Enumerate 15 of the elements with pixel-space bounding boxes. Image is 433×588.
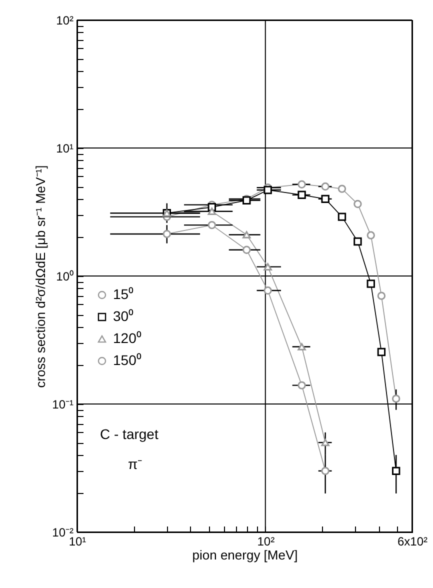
- y-axis-title: cross section d²σ/dΩdE [μb sr⁻¹ MeV⁻¹]: [33, 165, 48, 388]
- legend-label: 150⁰: [113, 352, 142, 368]
- legend-label: 30⁰: [113, 308, 134, 324]
- y-tick-label: 10¹: [56, 142, 74, 156]
- y-tick-label: 10⁰: [56, 270, 74, 284]
- y-tick-label: 10²: [56, 14, 74, 28]
- annotation: C - target: [100, 426, 158, 442]
- x-tick-label: 10²: [257, 534, 275, 548]
- y-tick-label: 10⁻¹: [52, 398, 74, 412]
- x-axis-title: pion energy [MeV]: [192, 548, 298, 562]
- legend-label: 120⁰: [113, 330, 142, 346]
- annotation: π⁻: [128, 456, 143, 472]
- x-tick-label: 6x10²: [397, 534, 428, 548]
- legend-label: 15⁰: [113, 286, 134, 302]
- x-tick-label: 10¹: [68, 534, 86, 548]
